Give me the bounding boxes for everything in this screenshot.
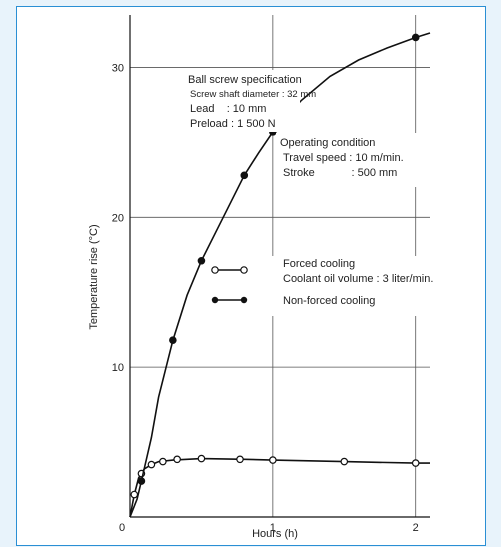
figure-frame: 0 1 2 10 20 30 Hours (h) Temperature rise (°C… (16, 6, 486, 546)
spec-shaft-diameter: Screw shaft diameter : 32 mm (190, 89, 316, 100)
tick-labels: 0 1 2 10 20 30 (112, 62, 419, 534)
axes (129, 15, 430, 518)
y-tick-label: 10 (112, 362, 124, 374)
condition-annotation: Operating condition Travel speed : 10 m/… (276, 133, 419, 187)
legend-nonforced-marker-left (211, 296, 219, 304)
legend: Forced cooling Coolant oil volume : 3 li… (209, 256, 434, 316)
forced-cooling-line (129, 457, 430, 518)
x-tick-label: 2 (413, 522, 419, 534)
forced-cooling-point (130, 490, 139, 499)
forced-cooling-point (173, 455, 181, 464)
non-forced-cooling-point (240, 171, 249, 180)
series-layer (129, 32, 431, 518)
non-forced-cooling-line (129, 32, 431, 518)
legend-nonforced-marker-right (240, 296, 248, 304)
legend-forced-marker-right (240, 266, 248, 274)
forced-cooling-point (197, 454, 206, 463)
spec-annotation: Ball screw specification Screw shaft dia… (182, 70, 316, 132)
non-forced-cooling-point (169, 336, 177, 344)
forced-cooling-point (340, 457, 349, 466)
legend-forced-label: Forced cooling (283, 258, 355, 270)
spec-preload: Preload : 1 500 N (190, 118, 276, 130)
y-tick-label: 30 (112, 62, 124, 74)
x-tick-label: 0 (119, 522, 125, 534)
condition-travel-speed: Travel speed : 10 m/min. (283, 152, 404, 164)
x-tick-label: 1 (270, 522, 276, 534)
forced-cooling-point (411, 459, 420, 467)
forced-cooling-point (236, 455, 244, 464)
legend-nonforced-label: Non-forced cooling (283, 295, 375, 307)
temperature-rise-chart: 0 1 2 10 20 30 Hours (h) Temperature rise (°C… (88, 15, 434, 540)
non-forced-cooling-point (411, 33, 420, 42)
condition-stroke: Stroke : 500 mm (283, 167, 397, 179)
forced-cooling-point (159, 457, 167, 466)
non-forced-cooling-point (137, 477, 146, 485)
forced-cooling-point (147, 460, 156, 469)
condition-title: Operating condition (280, 137, 375, 149)
legend-forced-sublabel: Coolant oil volume : 3 liter/min. (283, 273, 433, 285)
y-tick-label: 20 (112, 212, 124, 224)
non-forced-cooling-point (197, 256, 206, 265)
y-axis-title: Temperature rise (°C) (88, 224, 100, 329)
x-axis-title: Hours (h) (252, 528, 298, 540)
spec-lead: Lead : 10 mm (190, 103, 266, 115)
spec-title: Ball screw specification (188, 74, 302, 86)
forced-cooling-point (269, 456, 277, 464)
legend-forced-marker-left (211, 266, 219, 274)
